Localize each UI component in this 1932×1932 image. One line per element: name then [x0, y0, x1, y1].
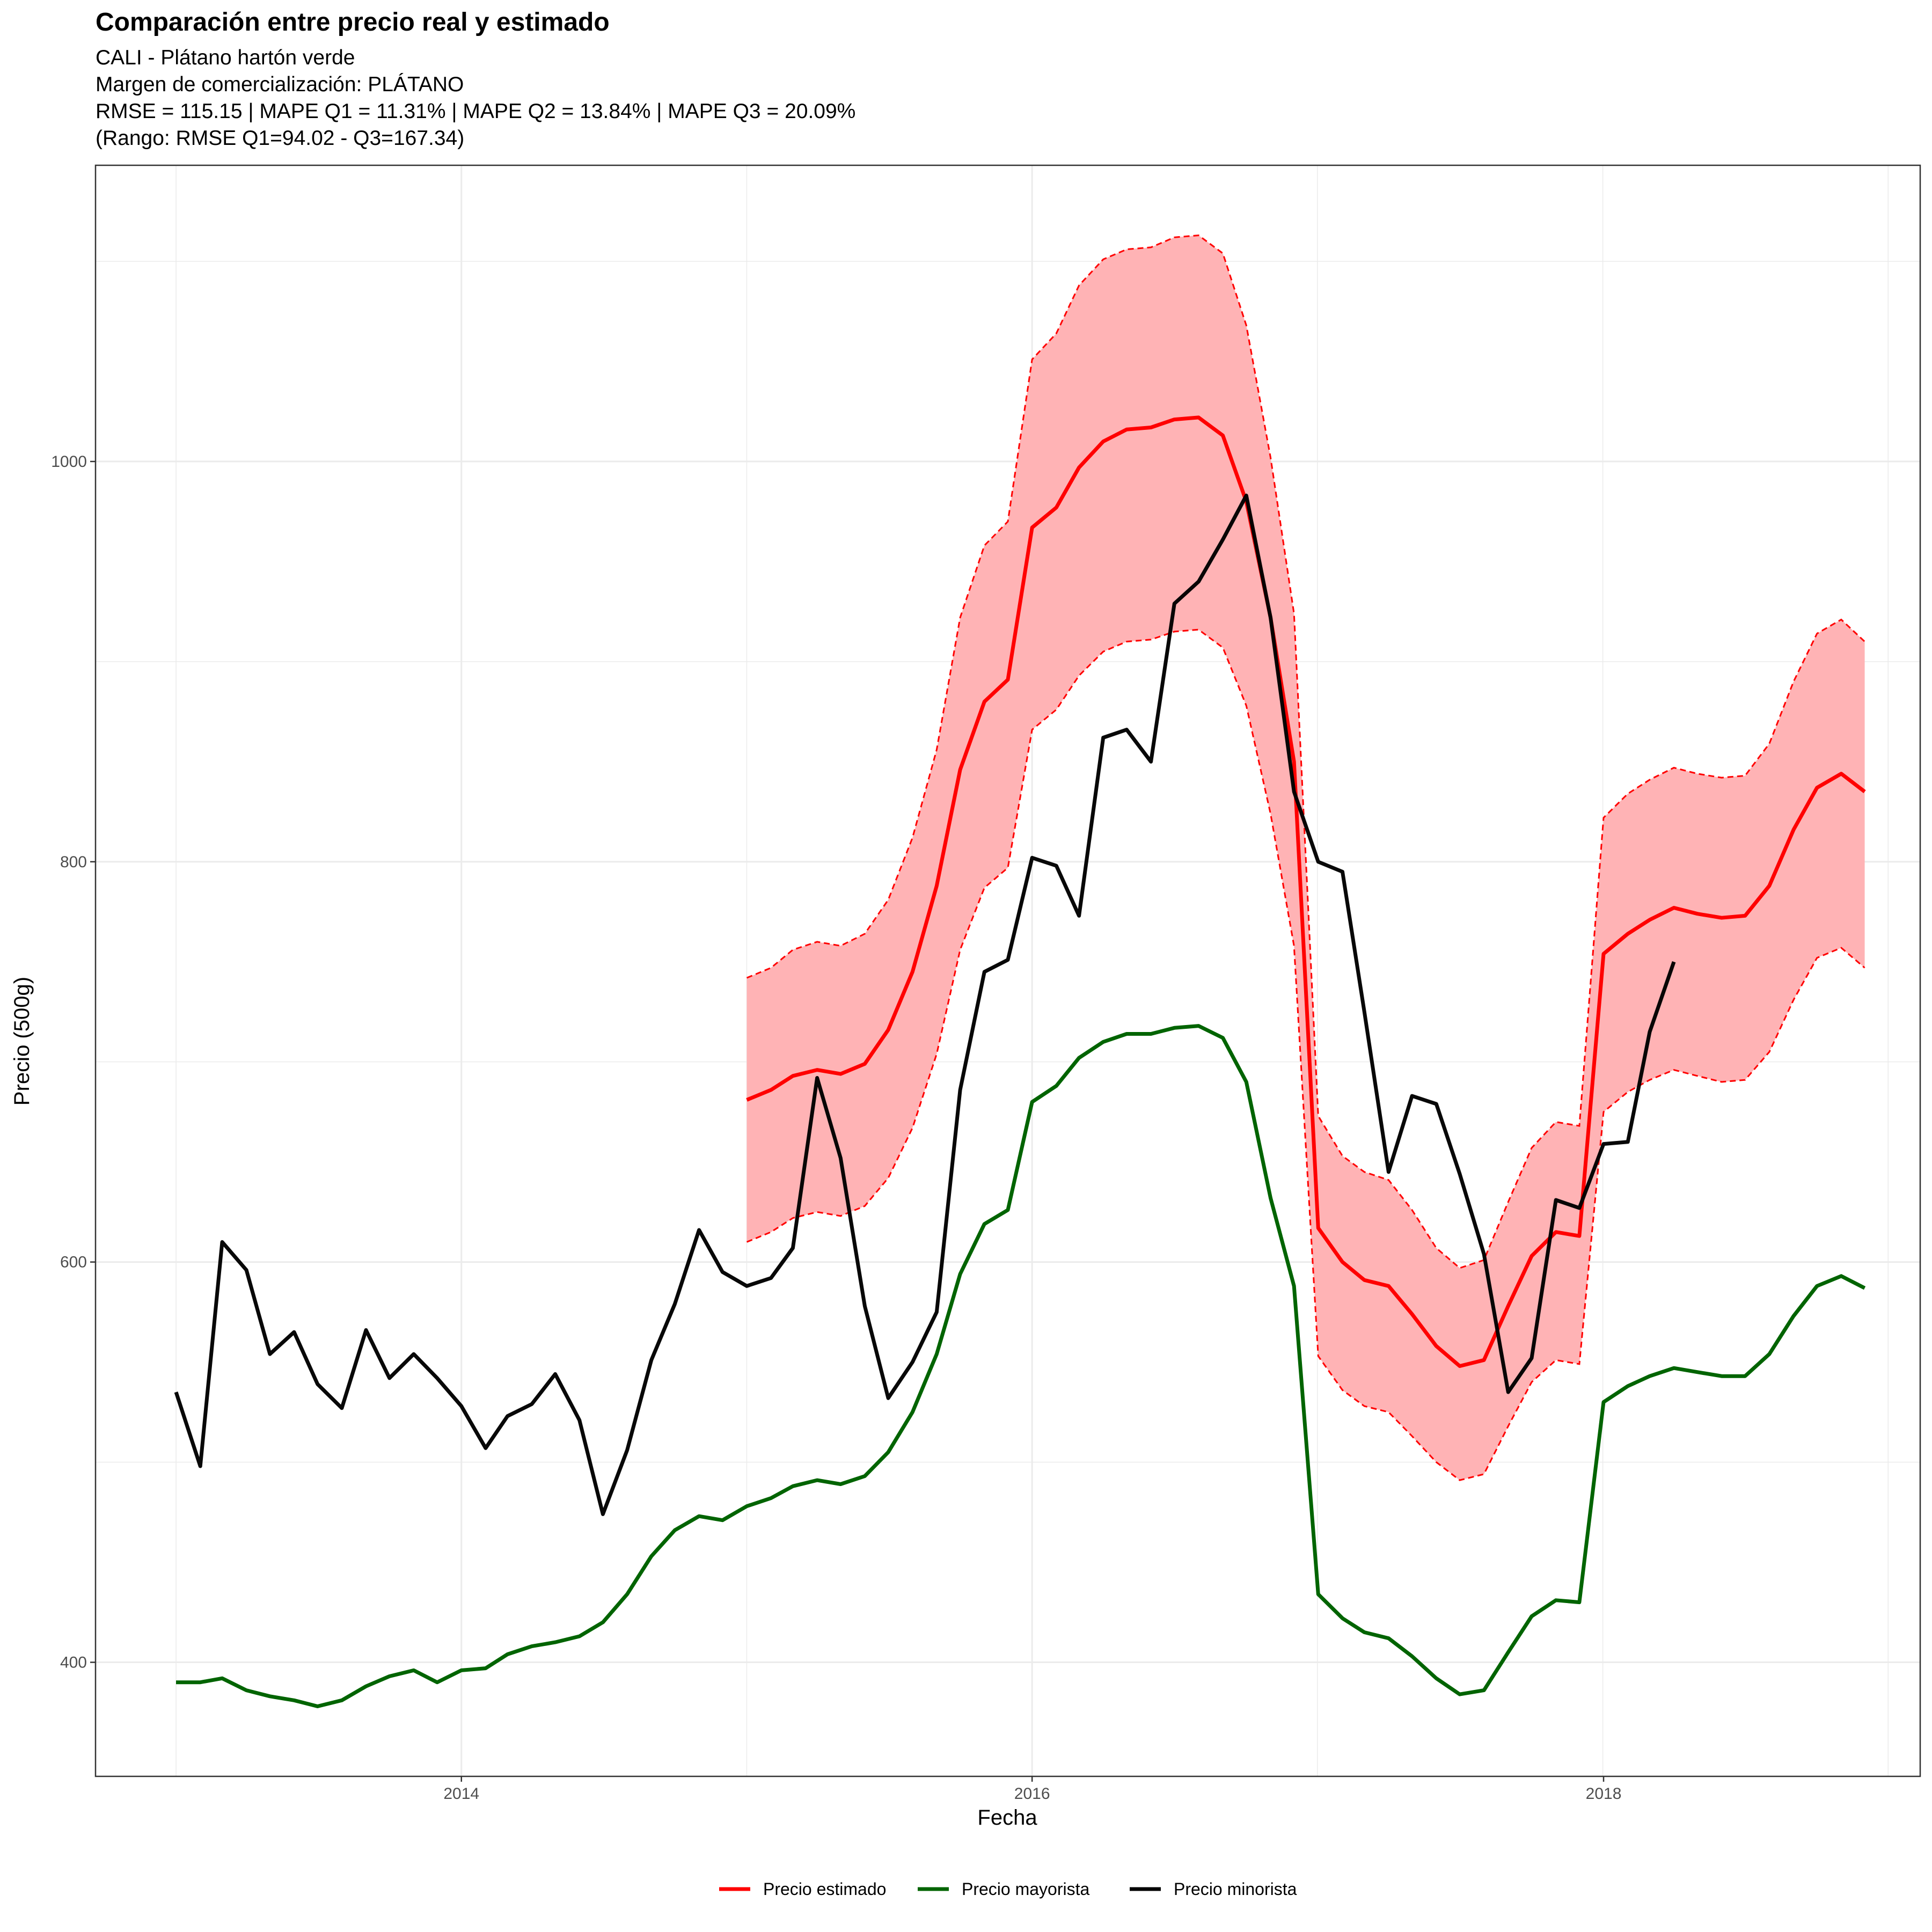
chart-subtitle-line-4: (Rango: RMSE Q1=94.02 - Q3=167.34) [96, 127, 465, 150]
y-tick-label: 600 [60, 1254, 87, 1271]
band-upper-line [746, 234, 1865, 1269]
chart-subtitle-line-2: Margen de comercialización: PLÁTANO [96, 73, 464, 96]
precio-minorista-line [174, 493, 1676, 1516]
legend-label-precio-minorista: Precio minorista [1174, 1879, 1297, 1899]
axis-layer: 400 600 800 1000 2014 2016 2018 [51, 453, 1621, 1803]
precio-mayorista-line [176, 1024, 1866, 1708]
x-tick-label: 2014 [443, 1785, 479, 1803]
series-layer [174, 415, 1866, 1708]
legend-label-precio-estimado: Precio estimado [763, 1879, 886, 1899]
y-tick-label: 1000 [51, 453, 87, 471]
x-axis-title: Fecha [977, 1806, 1037, 1829]
legend-label-precio-mayorista: Precio mayorista [962, 1879, 1090, 1899]
precio-estimado-line [746, 415, 1866, 1368]
chart-title: Comparación entre precio real y estimado [96, 8, 610, 36]
band-layer [746, 234, 1865, 1481]
y-axis-title: Precio (500g) [10, 977, 34, 1106]
legend: Precio estimado Precio mayorista Precio mi… [719, 1879, 1297, 1899]
y-tick-label: 800 [60, 853, 87, 871]
band-lower-line [746, 628, 1865, 1481]
y-tick-label: 400 [60, 1653, 87, 1671]
x-tick-label: 2018 [1586, 1785, 1622, 1803]
panel-border [94, 164, 1921, 1777]
chart-subtitle-line-1: CALI - Plátano hartón verde [96, 46, 355, 69]
chart-subtitle-line-3: RMSE = 115.15 | MAPE Q1 = 11.31% | MAPE … [96, 100, 856, 123]
x-tick-label: 2016 [1014, 1785, 1050, 1803]
